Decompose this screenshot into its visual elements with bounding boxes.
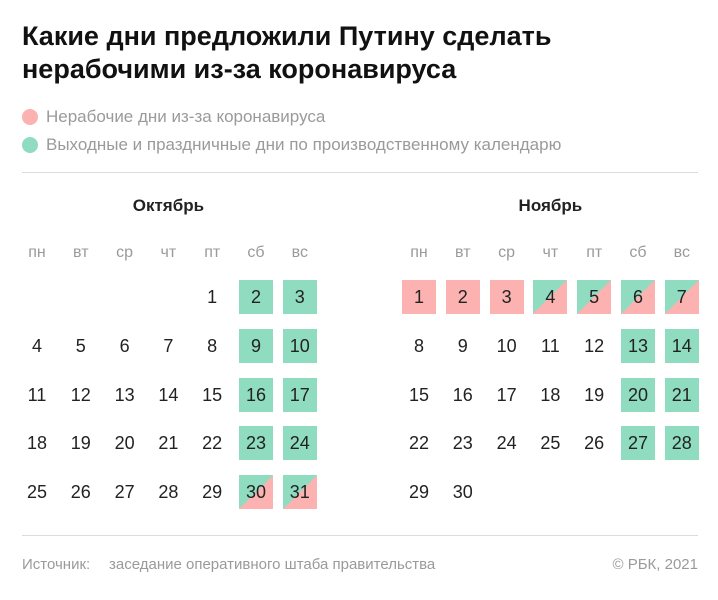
day-cell: 5	[75, 335, 86, 356]
day-cell: 6	[119, 335, 130, 356]
day-cell: 13	[621, 328, 655, 363]
day-cell: 13	[114, 384, 135, 405]
day-cell: 3	[489, 280, 524, 314]
day-cell: 3	[282, 280, 317, 314]
divider	[22, 172, 698, 173]
day-cell: 29	[202, 482, 223, 503]
day-cell: 30	[452, 482, 473, 503]
legend-label: Нерабочие дни из-за коронавируса	[46, 107, 326, 126]
day-cell: 24	[282, 426, 317, 461]
legend-swatch	[22, 109, 38, 125]
day-cell: 12	[584, 335, 605, 356]
day-cell: 11	[27, 384, 47, 405]
day-cell: 8	[413, 335, 424, 356]
day-cell: 28	[158, 482, 179, 503]
day-cell: 15	[202, 384, 223, 405]
day-cell: 30	[239, 475, 273, 510]
day-cell: 15	[408, 384, 430, 405]
weekday: пн	[28, 244, 46, 261]
day-cell: 24	[496, 433, 517, 454]
title: Какие дни предложили Путину сделать нера…	[22, 21, 552, 84]
weekday: чт	[542, 244, 559, 261]
day-cell: 22	[202, 433, 223, 454]
day-cell: 8	[207, 335, 218, 356]
day-cell: 2	[239, 280, 273, 314]
weekday: ср	[116, 244, 134, 261]
day-cell: 25	[540, 433, 561, 454]
legend-item: Нерабочие дни из-за коронавируса	[22, 107, 325, 127]
day-cell: 20	[621, 377, 655, 412]
day-cell: 21	[158, 433, 179, 454]
month-name: Октябрь	[132, 196, 205, 215]
day-cell: 4	[533, 280, 568, 314]
day-cell: 29	[408, 482, 430, 503]
day-cell: 9	[457, 335, 468, 356]
weekday: вс	[291, 244, 308, 261]
weekday: вс	[673, 244, 690, 261]
weekday: ср	[498, 244, 516, 261]
day-cell: 14	[158, 384, 179, 405]
source: заседание оперативного штаба правительст…	[109, 556, 436, 573]
day-cell: 2	[445, 280, 480, 314]
day-cell: 7	[163, 335, 174, 356]
day-cell: 10	[282, 328, 317, 363]
day-cell: 20	[114, 433, 135, 454]
day-cell: 22	[408, 433, 430, 454]
day-cell: 7	[664, 280, 699, 314]
day-cell: 11	[541, 335, 560, 356]
divider	[22, 535, 698, 536]
day-cell: 10	[496, 335, 517, 356]
copyright: © РБК, 2021	[612, 556, 698, 573]
day-cell: 26	[70, 482, 91, 503]
weekday: сб	[629, 244, 647, 261]
day-cell: 19	[70, 433, 91, 454]
day-cell: 12	[70, 384, 91, 405]
weekday: пт	[204, 244, 221, 261]
day-cell: 16	[239, 377, 273, 412]
day-cell: 27	[621, 426, 655, 461]
day-cell: 1	[402, 280, 436, 314]
day-cell: 23	[452, 433, 473, 454]
day-cell: 19	[584, 384, 605, 405]
day-cell: 14	[664, 328, 699, 363]
day-cell: 26	[584, 433, 605, 454]
day-cell: 25	[26, 482, 48, 503]
weekday: чт	[160, 244, 177, 261]
source-label: Источник:	[22, 556, 91, 573]
legend-item: Выходные и праздничные дни по производст…	[22, 135, 561, 155]
day-cell: 17	[282, 377, 317, 412]
day-cell: 27	[114, 482, 135, 503]
day-cell: 16	[452, 384, 473, 405]
legend-label: Выходные и праздничные дни по производст…	[46, 135, 562, 154]
day-cell: 5	[577, 280, 612, 314]
weekday: пт	[586, 244, 603, 261]
month-name: Ноябрь	[518, 196, 583, 215]
day-cell: 18	[540, 384, 561, 405]
weekday: вт	[73, 244, 89, 261]
day-cell: 18	[26, 433, 48, 454]
day-cell: 28	[664, 426, 699, 461]
day-cell: 23	[239, 426, 273, 461]
day-cell: 9	[239, 328, 273, 363]
day-cell: 17	[496, 384, 517, 405]
day-cell: 6	[621, 280, 655, 314]
day-cell: 31	[282, 475, 317, 510]
weekday: пн	[410, 244, 428, 261]
day-cell: 4	[31, 335, 42, 356]
legend-swatch	[22, 137, 38, 153]
day-cell: 1	[207, 287, 218, 307]
weekday: вт	[455, 244, 471, 261]
weekday: сб	[247, 244, 265, 261]
day-cell: 21	[664, 377, 699, 412]
